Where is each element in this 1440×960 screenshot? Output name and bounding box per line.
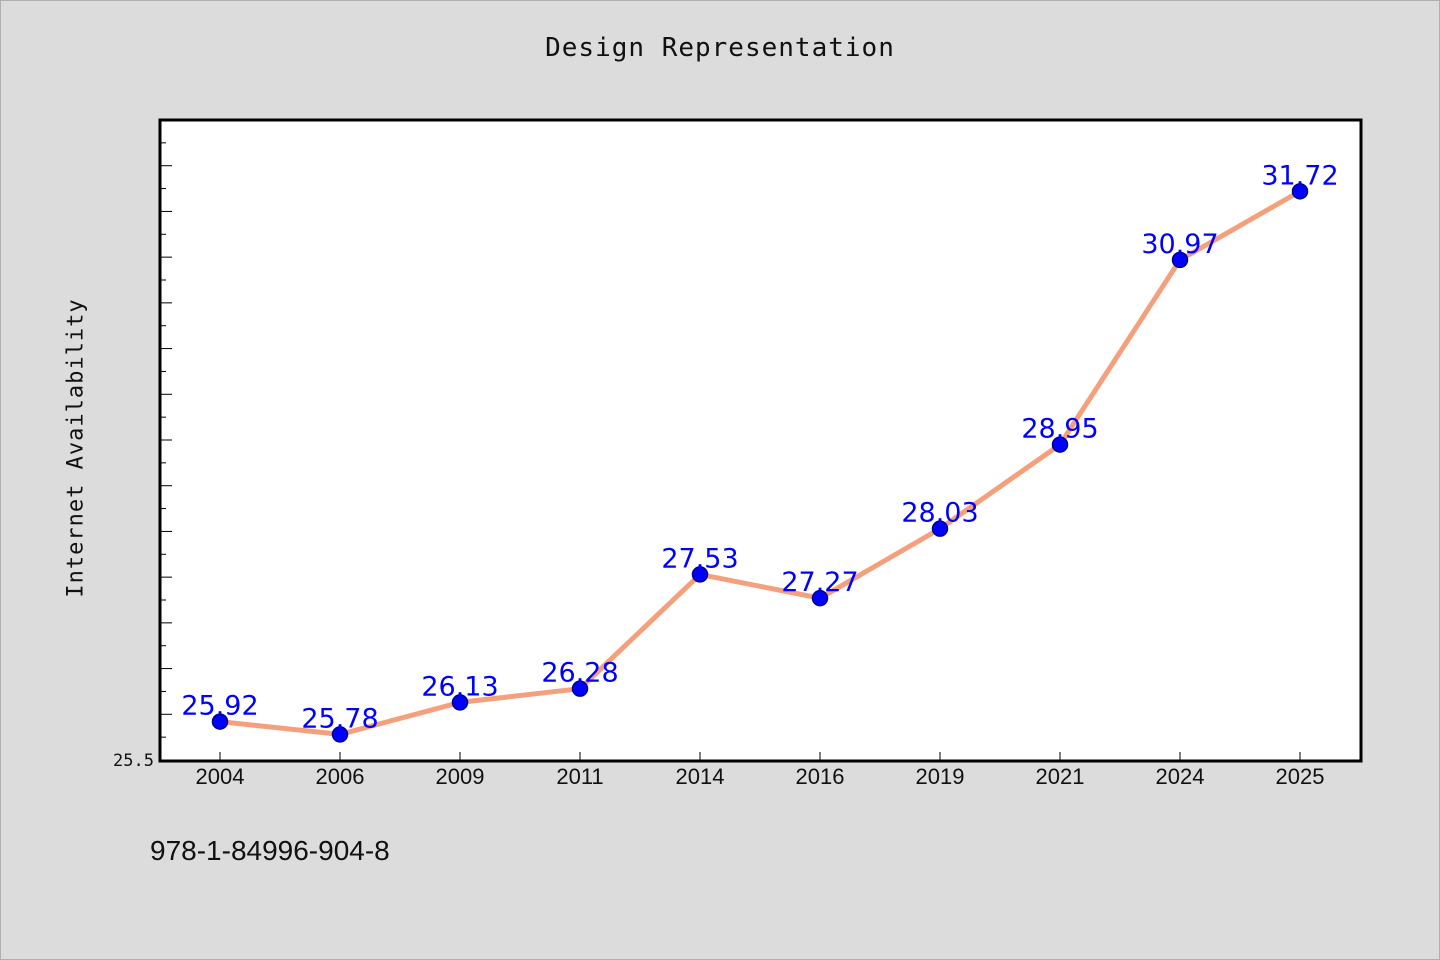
- chart-title: Design Representation: [545, 33, 895, 63]
- data-point: [931, 520, 949, 537]
- data-label: 30.97: [1141, 229, 1218, 260]
- x-tick-label: 2014: [676, 764, 725, 789]
- y-axis-ticks: 25.5: [113, 119, 172, 771]
- data-point: [1051, 436, 1069, 453]
- data-label: 27.27: [781, 567, 858, 598]
- data-point: [571, 680, 589, 697]
- data-point: [1171, 251, 1189, 269]
- data-point: [811, 589, 829, 607]
- x-tick-label: 2006: [316, 764, 365, 789]
- data-label: 26.28: [541, 658, 618, 689]
- x-tick-label: 2024: [1156, 764, 1205, 789]
- data-label: 28.03: [901, 498, 978, 529]
- data-point: [211, 713, 229, 730]
- x-tick-label: 2019: [916, 764, 965, 789]
- data-label: 27.53: [661, 543, 738, 574]
- data-label: 25.78: [301, 703, 378, 734]
- series-line: [217, 188, 1303, 737]
- data-point: [691, 566, 709, 583]
- data-labels: 25.92 25.78 26.13 26.28 27.53 27.27 28.03 28.95…: [181, 160, 1338, 734]
- x-axis-ticks: 2004 2006 2009 2011 2014 2016 2019 2021 2024 2025: [196, 752, 1325, 789]
- data-label: 28.95: [1021, 414, 1098, 445]
- data-label: 26.13: [421, 671, 498, 702]
- data-point: [1291, 183, 1309, 200]
- x-tick-label: 2021: [1036, 764, 1085, 789]
- x-tick-label: 2004: [196, 764, 245, 789]
- y-tick-label: 25.5: [113, 751, 154, 771]
- data-label: 31.72: [1261, 160, 1338, 191]
- data-point: [451, 694, 469, 711]
- x-tick-label: 2016: [796, 764, 845, 789]
- data-label: 25.92: [181, 691, 258, 722]
- x-tick-label: 2009: [436, 764, 485, 789]
- x-tick-label: 2025: [1276, 764, 1325, 789]
- plot-area: [158, 118, 1363, 763]
- data-markers: [211, 183, 1309, 743]
- x-tick-label: 2011: [556, 764, 603, 789]
- data-point: [331, 726, 349, 743]
- isbn-text: 978-1-84996-904-8: [150, 835, 390, 866]
